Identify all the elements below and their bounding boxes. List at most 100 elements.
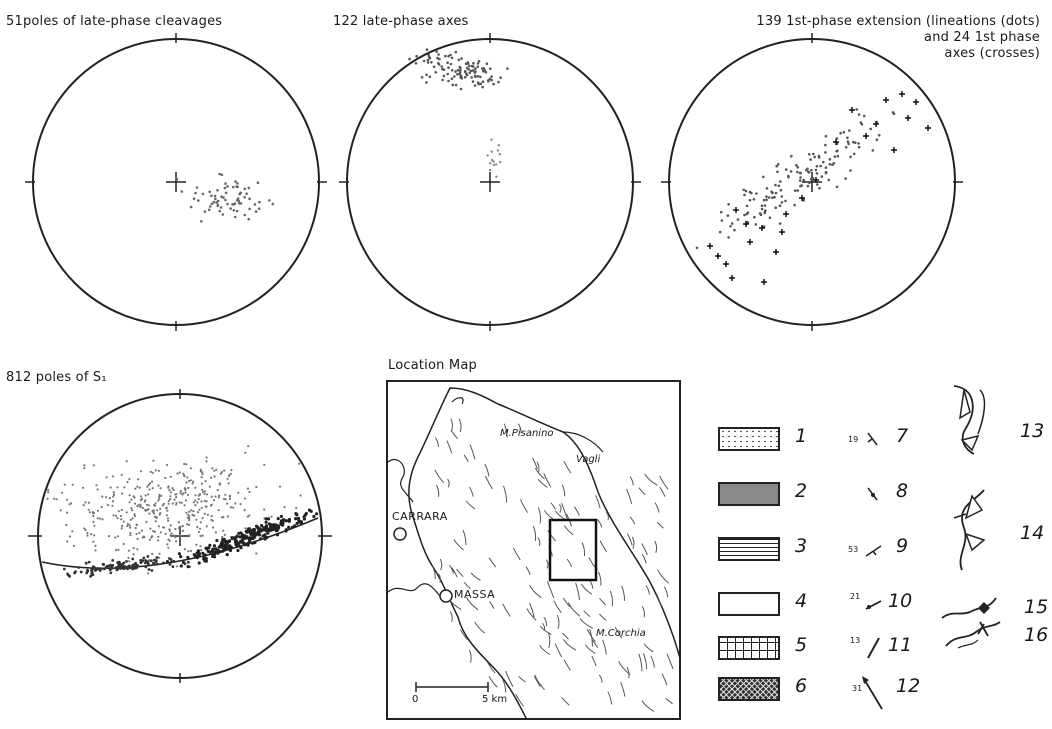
data-point [457, 58, 461, 62]
data-point [210, 495, 213, 498]
data-point [92, 520, 95, 524]
data-point [287, 525, 291, 529]
data-point [145, 561, 149, 564]
data-point [216, 189, 219, 192]
data-point [499, 160, 502, 164]
data-point [73, 571, 76, 575]
data-point [466, 61, 470, 64]
data-point [66, 573, 70, 577]
data-point [194, 504, 197, 507]
data-point [136, 505, 139, 508]
fold-15-diamond [978, 602, 990, 614]
data-point [787, 174, 790, 178]
data-point [768, 216, 772, 219]
data-point [180, 501, 183, 504]
data-point [218, 545, 222, 549]
data-point [238, 192, 241, 196]
data-point [745, 212, 749, 216]
hachure-line [595, 495, 601, 509]
data-point [799, 184, 802, 188]
data-point [459, 87, 463, 91]
data-point [119, 514, 122, 518]
data-point [828, 163, 832, 166]
data-point [169, 475, 172, 478]
data-point [468, 71, 472, 75]
hachure-line [650, 655, 655, 668]
data-point [244, 529, 248, 534]
data-point [128, 566, 132, 570]
data-point [474, 75, 477, 78]
data-point [263, 508, 266, 511]
data-point [223, 469, 226, 472]
data-point [159, 507, 162, 510]
data-point [201, 534, 204, 537]
axis-cross [773, 249, 779, 255]
hachure-line [644, 473, 658, 486]
data-point [122, 520, 125, 523]
data-point [114, 566, 118, 569]
data-point [144, 509, 147, 512]
data-point [247, 217, 250, 221]
data-point [128, 524, 131, 527]
data-point [83, 467, 86, 470]
data-point [133, 514, 136, 518]
data-point [849, 155, 852, 159]
hachure-line [515, 693, 524, 707]
data-point [458, 65, 462, 69]
data-point [237, 531, 241, 535]
axis-cross [729, 275, 735, 281]
data-point [219, 206, 223, 209]
data-point [199, 521, 202, 524]
data-point [260, 524, 264, 528]
data-point [200, 549, 203, 552]
data-point [154, 469, 157, 472]
data-point [167, 519, 170, 522]
data-point [221, 213, 225, 216]
data-point [827, 178, 831, 182]
data-point [148, 538, 152, 541]
data-point [155, 516, 158, 519]
data-point [218, 172, 221, 176]
data-point [281, 523, 285, 527]
data-point [255, 552, 258, 555]
stereonet-late-axes [339, 33, 641, 331]
data-point [217, 496, 220, 499]
hachure-line [558, 504, 562, 513]
hachure-line [579, 617, 594, 629]
data-point [186, 555, 190, 560]
data-point [55, 498, 58, 501]
hachure-line [643, 643, 654, 653]
data-point [96, 488, 99, 491]
data-point [175, 493, 178, 496]
hachure-line [505, 670, 514, 687]
data-point [477, 59, 481, 63]
hachure-line [599, 540, 607, 552]
hachure-line [607, 691, 613, 705]
fold-13-arrow-b [960, 434, 980, 452]
data-point [730, 222, 734, 225]
data-point [243, 497, 247, 500]
hachure-line [525, 566, 531, 575]
data-point [235, 534, 239, 538]
data-point [695, 246, 699, 250]
axis-cross [905, 115, 911, 121]
data-point [171, 487, 174, 490]
data-point [213, 475, 216, 478]
data-point [774, 206, 777, 209]
data-point [307, 508, 312, 512]
hachure-line [488, 676, 498, 688]
legend-num-16: 16 [1024, 624, 1049, 646]
hachure-line [645, 585, 650, 595]
data-point [186, 493, 190, 496]
data-point [464, 62, 468, 66]
hachure-line [621, 585, 626, 601]
legend-num-14: 14 [1020, 522, 1045, 544]
data-point [842, 130, 846, 134]
data-point [726, 214, 730, 217]
data-point [84, 561, 88, 565]
data-point [86, 569, 89, 573]
data-point [148, 488, 151, 491]
data-point [775, 164, 778, 168]
data-point [250, 541, 255, 545]
hachure-line [451, 567, 458, 578]
